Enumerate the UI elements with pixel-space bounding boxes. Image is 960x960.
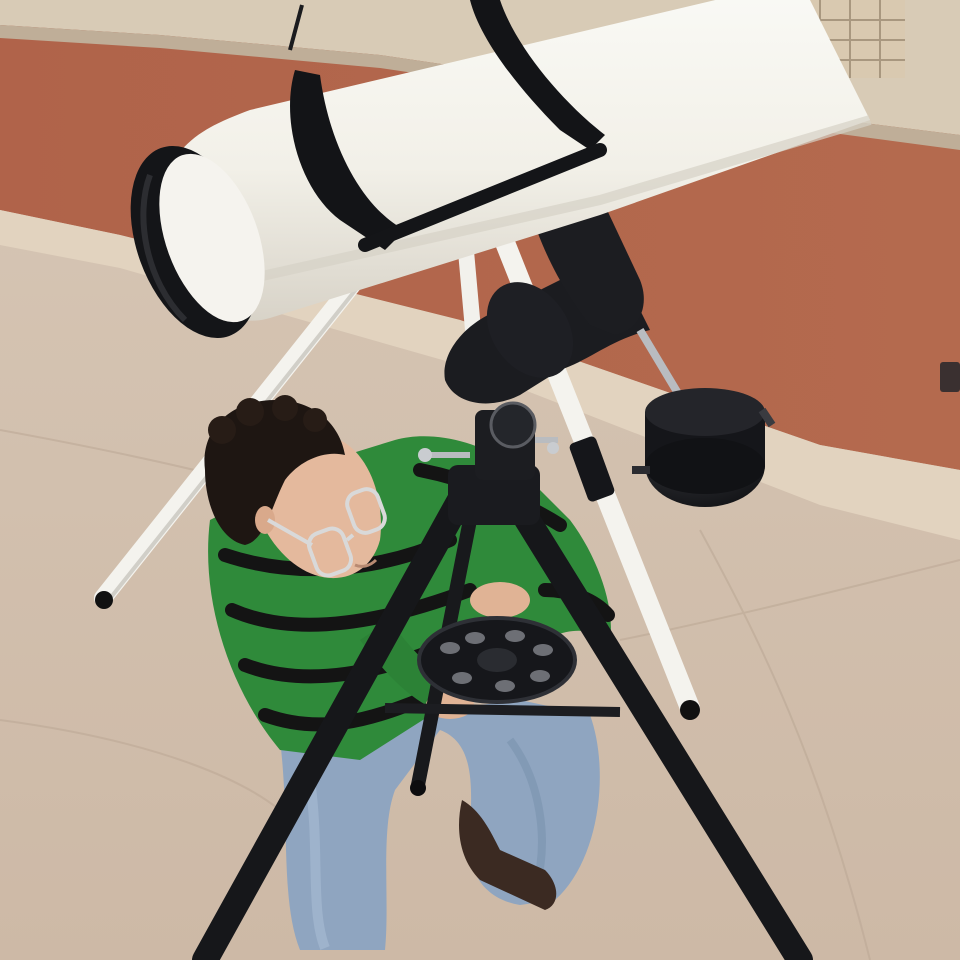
hand-left: [470, 582, 530, 618]
tripod-foot-right: [680, 700, 700, 720]
spreader-bar: [385, 708, 620, 712]
latitude-dial: [491, 403, 535, 447]
wall-outlet: [940, 362, 960, 392]
tripod-foot-left: [95, 591, 113, 609]
